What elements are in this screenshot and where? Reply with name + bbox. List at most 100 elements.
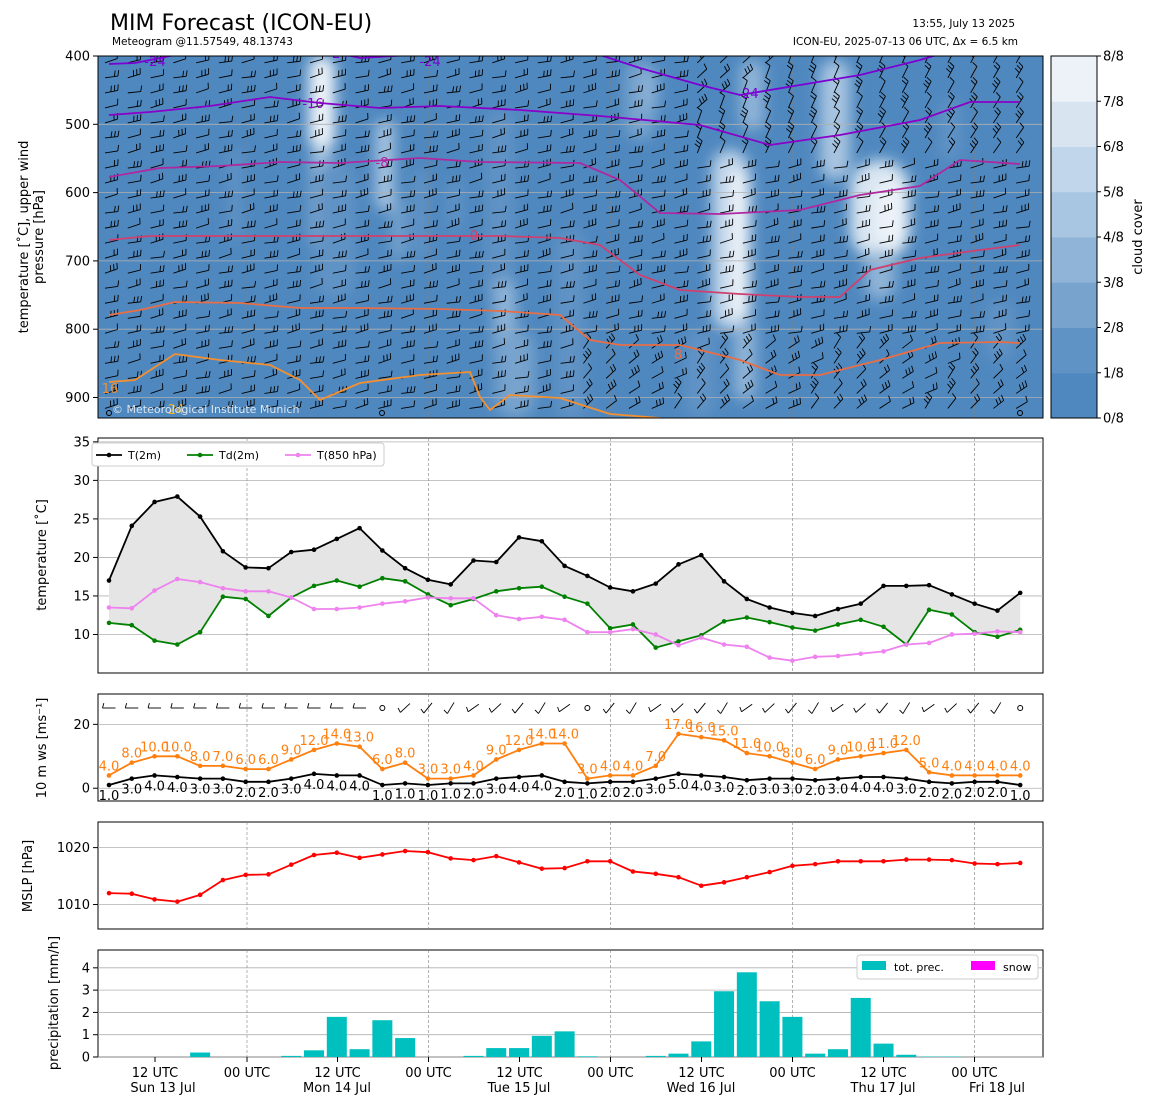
td2m-point (926, 607, 932, 613)
wind-barb-feather (523, 385, 526, 392)
wind-barb-staff (787, 110, 795, 124)
wind-barb-staff (993, 285, 1007, 289)
wind-barb-staff (879, 268, 893, 274)
wind-barb-feather (572, 295, 575, 302)
wind-barb-feather (664, 325, 666, 332)
wind-barb-feather (133, 386, 135, 393)
wind-barb-feather (436, 280, 439, 287)
surface-barb-staff (787, 702, 797, 714)
wind-barb-feather (946, 68, 951, 73)
wind-barb-feather (924, 65, 930, 70)
wind-barb-staff (241, 225, 255, 229)
td2m-point (197, 629, 203, 635)
wind-barb-staff (606, 164, 619, 169)
wind-barb-staff (378, 315, 392, 319)
wind-barb-staff (218, 74, 232, 79)
wind-barb-feather (660, 115, 663, 122)
wind-barb-feather (296, 130, 298, 137)
wind-barb-feather (764, 95, 770, 100)
wind-barb-staff (104, 225, 118, 229)
wind-barb-feather (390, 85, 393, 92)
wind-barb-feather (436, 130, 439, 137)
surface-barb-feather (284, 703, 287, 709)
surface-barb-feather (625, 709, 630, 714)
wind-speed-value-label: 2.0 (623, 786, 644, 801)
isotherm-label: -24 (419, 55, 440, 70)
t2m-point (357, 525, 362, 531)
t2m-point (607, 585, 613, 590)
wind-barb-feather (695, 125, 701, 130)
wind-speed-value-label: 4.0 (304, 778, 325, 793)
wind-barb-feather (794, 352, 798, 359)
wind-barb-staff (833, 269, 847, 274)
wind-barb-feather (224, 326, 227, 333)
precip-bar (531, 1035, 552, 1057)
wind-barb-feather (615, 70, 617, 77)
wind-barb-feather (937, 265, 940, 272)
wind-barb-staff (765, 194, 779, 199)
wind-barb-staff (469, 74, 483, 79)
precip-bar (395, 1038, 416, 1057)
surface-barb-staff (993, 702, 1002, 714)
wind-barb-staff (218, 224, 232, 229)
wind-barb-feather (322, 370, 324, 377)
wind-barb-staff (401, 284, 414, 289)
wind-barb-staff (423, 193, 437, 199)
wind-barb-staff (856, 80, 863, 94)
wind-barb-feather (745, 336, 750, 342)
wind-barb-feather (818, 338, 821, 345)
wind-barb-staff (537, 239, 551, 244)
calm-circle (379, 705, 386, 711)
wind-barb-staff (378, 208, 391, 214)
wind-barb-staff (924, 239, 938, 244)
wind-barb-staff (332, 134, 346, 139)
wind-barb-feather (992, 128, 998, 134)
wind-barb-staff (947, 226, 961, 229)
wind-barb-feather (1005, 205, 1008, 212)
wind-barb-staff (628, 354, 640, 364)
t2m-point (949, 592, 955, 597)
wind-barb-feather (778, 310, 780, 317)
wind-barb-feather (970, 368, 975, 374)
wind-barb-staff (401, 345, 414, 349)
cloud-patch (730, 170, 750, 320)
wind-barb-staff (332, 373, 346, 379)
wind-barb-staff (423, 58, 437, 64)
wind-barb-staff (856, 314, 870, 319)
wind-barb-feather (740, 113, 746, 118)
wind-barb-staff (628, 240, 642, 244)
wind-speed-point (493, 776, 499, 781)
mslp-point (448, 856, 454, 861)
wind-barb-staff (742, 68, 753, 79)
wind-barb-feather (208, 310, 211, 317)
wind-barb-staff (401, 224, 414, 229)
wind-barb-feather (931, 352, 934, 359)
wind-barb-staff (970, 195, 984, 199)
wind-barb-feather (185, 280, 188, 287)
wind-speed-value-label: 3.0 (213, 783, 234, 798)
gust-point (585, 776, 590, 781)
wind-barb-feather (478, 190, 481, 197)
wind-barb-staff (696, 140, 703, 154)
wind-barb-staff (332, 59, 346, 64)
wind-barb-staff (924, 81, 932, 94)
wind-barb-staff (628, 370, 640, 379)
wind-barb-staff (378, 165, 392, 169)
wind-barb-feather (772, 398, 775, 405)
wind-barb-feather (949, 92, 955, 97)
wind-barb-staff (856, 96, 863, 109)
wind-barb-staff (514, 330, 528, 334)
wind-barb-staff (309, 208, 323, 214)
wind-barb-feather (664, 310, 667, 317)
wind-barb-staff (150, 120, 164, 124)
t2m-point (539, 538, 545, 544)
wind-barb-feather (1021, 366, 1025, 373)
wind-barb-feather (686, 56, 689, 62)
wind-barb-feather (983, 250, 985, 257)
wind-barb-staff (788, 340, 800, 349)
wind-barb-staff (811, 268, 824, 274)
wind-barb-staff (651, 371, 664, 379)
td2m-point (881, 624, 886, 630)
